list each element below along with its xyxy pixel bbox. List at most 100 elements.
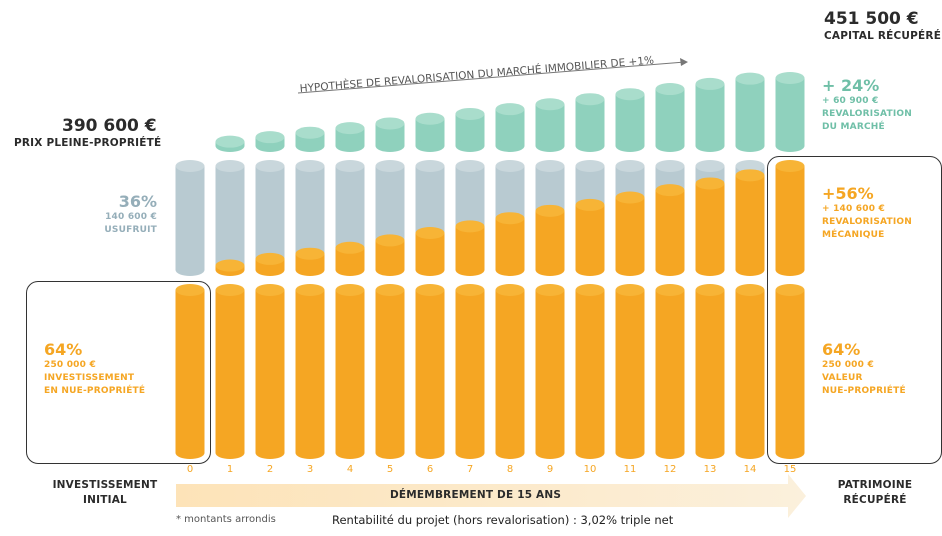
tick-label-5: 5 <box>387 464 393 475</box>
nue-value-pct: 64% <box>822 340 861 359</box>
duration-arrow <box>176 474 806 518</box>
bar-market-12 <box>655 83 685 152</box>
bar-market-3 <box>295 126 325 152</box>
nue-value-block: 64% 250 000 € VALEUR NUE-PROPRIÉTÉ <box>822 340 906 398</box>
bar-nue-8 <box>495 284 525 459</box>
bar-meca-1 <box>215 259 245 276</box>
rentabilite: Rentabilité du projet (hors revalorisati… <box>332 513 674 527</box>
bar-market-7 <box>455 107 485 152</box>
bar-nue-1 <box>215 284 245 459</box>
bar-nue-2 <box>255 284 285 459</box>
bar-meca-5 <box>375 234 405 276</box>
tick-label-8: 8 <box>507 464 513 475</box>
bar-market-8 <box>495 103 525 152</box>
market-label1: REVALORISATION <box>822 109 912 119</box>
bar-nue-13 <box>695 284 725 459</box>
bar-nue-6 <box>415 284 445 459</box>
nue-value-label1: VALEUR <box>822 373 863 383</box>
bar-nue-11 <box>615 284 645 459</box>
bar-market-4 <box>335 122 365 152</box>
bar-usufruit-4 <box>335 160 365 254</box>
tick-label-11: 11 <box>624 464 637 475</box>
bar-market-13 <box>695 77 725 152</box>
nue-investment-amount: 250 000 € <box>44 360 96 370</box>
investissement-initial-1: INVESTISSEMENT <box>52 479 158 491</box>
bar-market-9 <box>535 98 565 152</box>
nue-investment-block: 64% 250 000 € INVESTISSEMENT EN NUE-PROP… <box>44 340 145 398</box>
bar-nue-15 <box>775 284 805 459</box>
prix-amount: 390 600 € <box>62 116 157 136</box>
meca-amount: + 140 600 € <box>822 204 885 214</box>
tick-label-9: 9 <box>547 464 553 475</box>
hypothesis-label: HYPOTHÈSE DE REVALORISATION DU MARCHÉ IM… <box>299 54 654 95</box>
usufruit-block: 36% 140 600 € USUFRUIT <box>104 192 157 237</box>
investissement-initial-2: INITIAL <box>83 494 127 506</box>
hypothesis-arrow-head <box>680 58 688 66</box>
capital-amount: 451 500 € <box>824 9 919 29</box>
bar-meca-14 <box>735 169 765 276</box>
bar-market-5 <box>375 117 405 152</box>
bar-nue-7 <box>455 284 485 459</box>
tick-label-13: 13 <box>704 464 717 475</box>
market-label2: DU MARCHÉ <box>822 122 885 132</box>
bottom-left-block: INVESTISSEMENT INITIAL <box>50 478 160 508</box>
meca-pct: +56% <box>822 184 874 203</box>
duration-label: DÉMEMBREMENT DE 15 ANS <box>390 489 562 501</box>
left-frame <box>26 281 211 464</box>
bar-meca-9 <box>535 204 565 276</box>
bar-market-1 <box>215 135 245 152</box>
bar-meca-13 <box>695 177 725 276</box>
bar-meca-3 <box>295 247 325 276</box>
bar-nue-5 <box>375 284 405 459</box>
bottom-right-block: PATRIMOINE RÉCUPÉRÉ <box>820 478 930 508</box>
market-amount: + 60 900 € <box>822 96 879 106</box>
bar-nue-0 <box>175 284 205 459</box>
bar-usufruit-5 <box>375 160 405 247</box>
bar-meca-10 <box>575 198 605 276</box>
tick-label-7: 7 <box>467 464 473 475</box>
bar-market-15 <box>775 72 805 152</box>
usufruit-amount: 140 600 € <box>105 212 157 222</box>
tick-label-0: 0 <box>187 464 193 475</box>
bar-meca-4 <box>335 241 365 276</box>
nue-value-amount: 250 000 € <box>822 360 874 370</box>
hypothesis-arrow-line <box>297 61 686 94</box>
meca-label1: REVALORISATION <box>822 217 912 227</box>
nue-investment-label1: INVESTISSEMENT <box>44 373 135 383</box>
bar-market-10 <box>575 93 605 152</box>
tick-label-15: 15 <box>784 464 797 475</box>
bar-market-14 <box>735 72 765 152</box>
capital-label: CAPITAL RÉCUPÉRÉ <box>824 30 942 42</box>
bar-meca-15 <box>775 160 805 276</box>
bar-meca-8 <box>495 212 525 276</box>
bar-meca-12 <box>655 184 685 276</box>
bar-meca-6 <box>415 227 445 276</box>
nue-investment-pct: 64% <box>44 340 83 359</box>
tick-label-14: 14 <box>744 464 757 475</box>
market-pct: + 24% <box>822 76 880 95</box>
tick-label-4: 4 <box>347 464 353 475</box>
usufruit-label: USUFRUIT <box>104 225 157 235</box>
bar-usufruit-2 <box>255 160 285 265</box>
bar-market-2 <box>255 131 285 152</box>
nue-investment-label2: EN NUE-PROPRIÉTÉ <box>44 386 146 396</box>
bar-market-11 <box>615 88 645 152</box>
bar-meca-7 <box>455 220 485 276</box>
bar-nue-12 <box>655 284 685 459</box>
patrimoine-recupere-2: RÉCUPÉRÉ <box>843 494 907 506</box>
footnote: * montants arrondis <box>176 514 276 525</box>
bar-market-6 <box>415 112 445 152</box>
tick-label-10: 10 <box>584 464 597 475</box>
meca-label2: MÉCANIQUE <box>822 230 885 240</box>
bar-meca-11 <box>615 191 645 276</box>
meca-block: +56% + 140 600 € REVALORISATION MÉCANIQU… <box>822 184 912 242</box>
bar-usufruit-9 <box>535 160 565 217</box>
bar-usufruit-1 <box>215 160 245 272</box>
tick-label-3: 3 <box>307 464 313 475</box>
nue-value-label2: NUE-PROPRIÉTÉ <box>822 386 906 396</box>
bar-usufruit-3 <box>295 160 325 260</box>
bar-nue-4 <box>335 284 365 459</box>
usufruit-pct: 36% <box>118 192 157 211</box>
tick-label-12: 12 <box>664 464 677 475</box>
